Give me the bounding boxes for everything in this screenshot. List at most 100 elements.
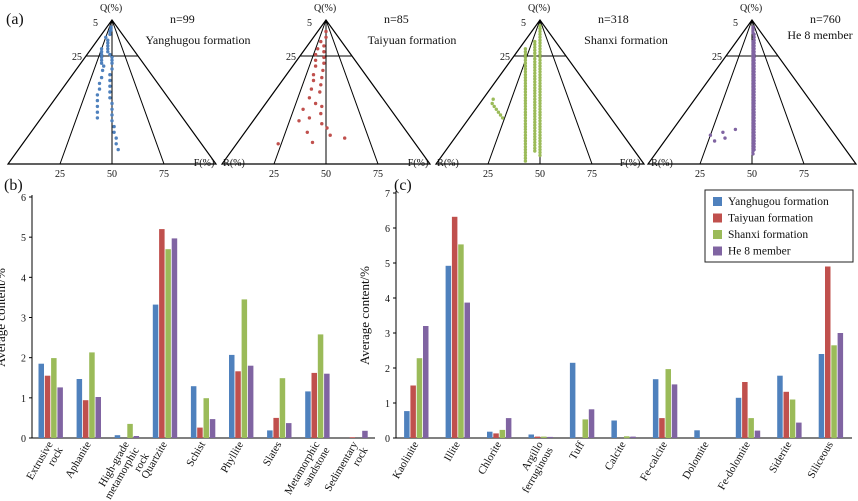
ternary-point	[538, 139, 542, 143]
ternary-point	[533, 120, 537, 124]
ternary-point	[533, 117, 537, 122]
ternary-point	[751, 42, 755, 47]
ternary-point	[751, 71, 755, 76]
ternary-point	[297, 119, 301, 123]
ternary-q-tick-5: 5	[93, 18, 98, 29]
bar-he-8-member	[247, 365, 254, 438]
ternary-point	[523, 133, 528, 137]
ternary-point	[498, 113, 503, 117]
x-category-label: Siliceous	[805, 440, 836, 481]
ternary-point	[751, 45, 755, 50]
legend-entry: Taiyuan formation	[728, 213, 813, 225]
x-category-line: Illite	[442, 439, 463, 463]
x-category-label: Sedimentaryrock	[322, 439, 370, 499]
ternary-title: Yanghugou formation	[145, 33, 250, 47]
ternary-point	[538, 75, 542, 80]
ternary-point	[533, 129, 537, 133]
bar-chart-lithic-fragments: 0 1 2 3 4 5 6 Average content/% ExtrusiverockAph…	[0, 193, 375, 501]
ternary-point	[307, 116, 312, 120]
ternary-point	[538, 101, 542, 106]
ternary-point	[751, 88, 755, 93]
ternary-point	[533, 39, 537, 44]
ternary-point	[751, 97, 755, 101]
ternary-point	[95, 116, 100, 120]
ternary-point	[752, 35, 756, 39]
ternary-point	[538, 52, 542, 57]
ternary-point	[100, 68, 105, 73]
y-tick-label: 1	[385, 399, 390, 410]
ternary-sample-count: n=318	[598, 12, 629, 26]
ternary-point	[320, 122, 324, 126]
ternary-sample-count: n=760	[810, 12, 841, 26]
ternary-point	[106, 44, 110, 48]
ternary-point	[533, 48, 537, 52]
ternary-point	[538, 50, 542, 54]
bar-shanxi-formation	[665, 369, 671, 438]
ternary-point	[523, 153, 528, 158]
ternary-point	[108, 52, 112, 57]
ternary-point	[533, 71, 537, 76]
y-tick-label: 2	[385, 364, 390, 375]
ternary-point	[95, 93, 100, 97]
ternary-point	[538, 81, 542, 86]
ternary-sample-count: n=99	[170, 12, 195, 26]
bar-shanxi-formation	[624, 436, 630, 439]
ternary-q-tick-25: 25	[712, 52, 722, 63]
ternary-point	[751, 74, 755, 78]
ternary-q-tick-25: 25	[72, 52, 82, 63]
x-category-line: Schist	[184, 440, 208, 469]
x-category-line: Siliceous	[805, 440, 836, 481]
bar-yanghugou-formation	[735, 397, 742, 439]
ternary-point	[712, 139, 717, 143]
ternary-point	[523, 101, 528, 106]
ternary-point	[523, 96, 528, 100]
ternary-point	[307, 96, 312, 100]
ternary-point	[538, 96, 542, 100]
ternary-point	[313, 64, 318, 68]
ternary-point	[751, 100, 755, 104]
ternary-point	[110, 119, 114, 123]
y-tick-label: 4	[385, 294, 390, 305]
bar-he-8-member	[362, 430, 368, 438]
bar-yanghugou-formation	[190, 386, 197, 438]
bar-yanghugou-formation	[611, 420, 617, 438]
ternary-point	[523, 47, 528, 51]
x-category-line: Chlorite	[476, 439, 504, 476]
ternary-point	[110, 61, 114, 65]
ternary-point	[110, 107, 114, 112]
ternary-point	[491, 97, 495, 101]
ternary-bottom-tick-25: 25	[483, 169, 493, 180]
bar-taiyuan-formation	[451, 216, 458, 438]
ternary-point	[538, 145, 542, 149]
ternary-point	[751, 60, 755, 64]
ternary-top-label: Q(%)	[100, 3, 122, 14]
ternary-point	[538, 38, 542, 42]
x-category-label: Tuff	[567, 439, 587, 462]
ternary-point	[538, 130, 542, 134]
ternary-bottom-tick-50: 50	[535, 169, 545, 180]
ternary-left-label: F(%)	[620, 158, 641, 169]
ternary-point	[538, 61, 542, 65]
ternary-point	[533, 57, 537, 61]
bar-yanghugou-formation	[38, 363, 44, 438]
legend-entry: He 8 member	[728, 246, 791, 258]
bar-yanghugou-formation	[404, 411, 410, 438]
ternary-point	[523, 73, 528, 77]
ternary-ratio-line-75	[539, 19, 593, 165]
ternary-point	[751, 146, 755, 150]
ternary-point	[538, 73, 542, 77]
bar-he-8-member	[57, 387, 63, 438]
ternary-point	[538, 35, 542, 39]
ternary-point	[751, 120, 755, 124]
ternary-point	[106, 38, 110, 42]
bar-shanxi-formation	[127, 423, 133, 438]
ternary-left-label: F(%)	[408, 158, 429, 169]
ternary-point	[751, 132, 755, 136]
bar-shanxi-formation	[89, 352, 95, 438]
ternary-point	[523, 64, 528, 68]
ternary-point	[95, 98, 100, 103]
ternary-bottom-tick-75: 75	[587, 169, 597, 180]
